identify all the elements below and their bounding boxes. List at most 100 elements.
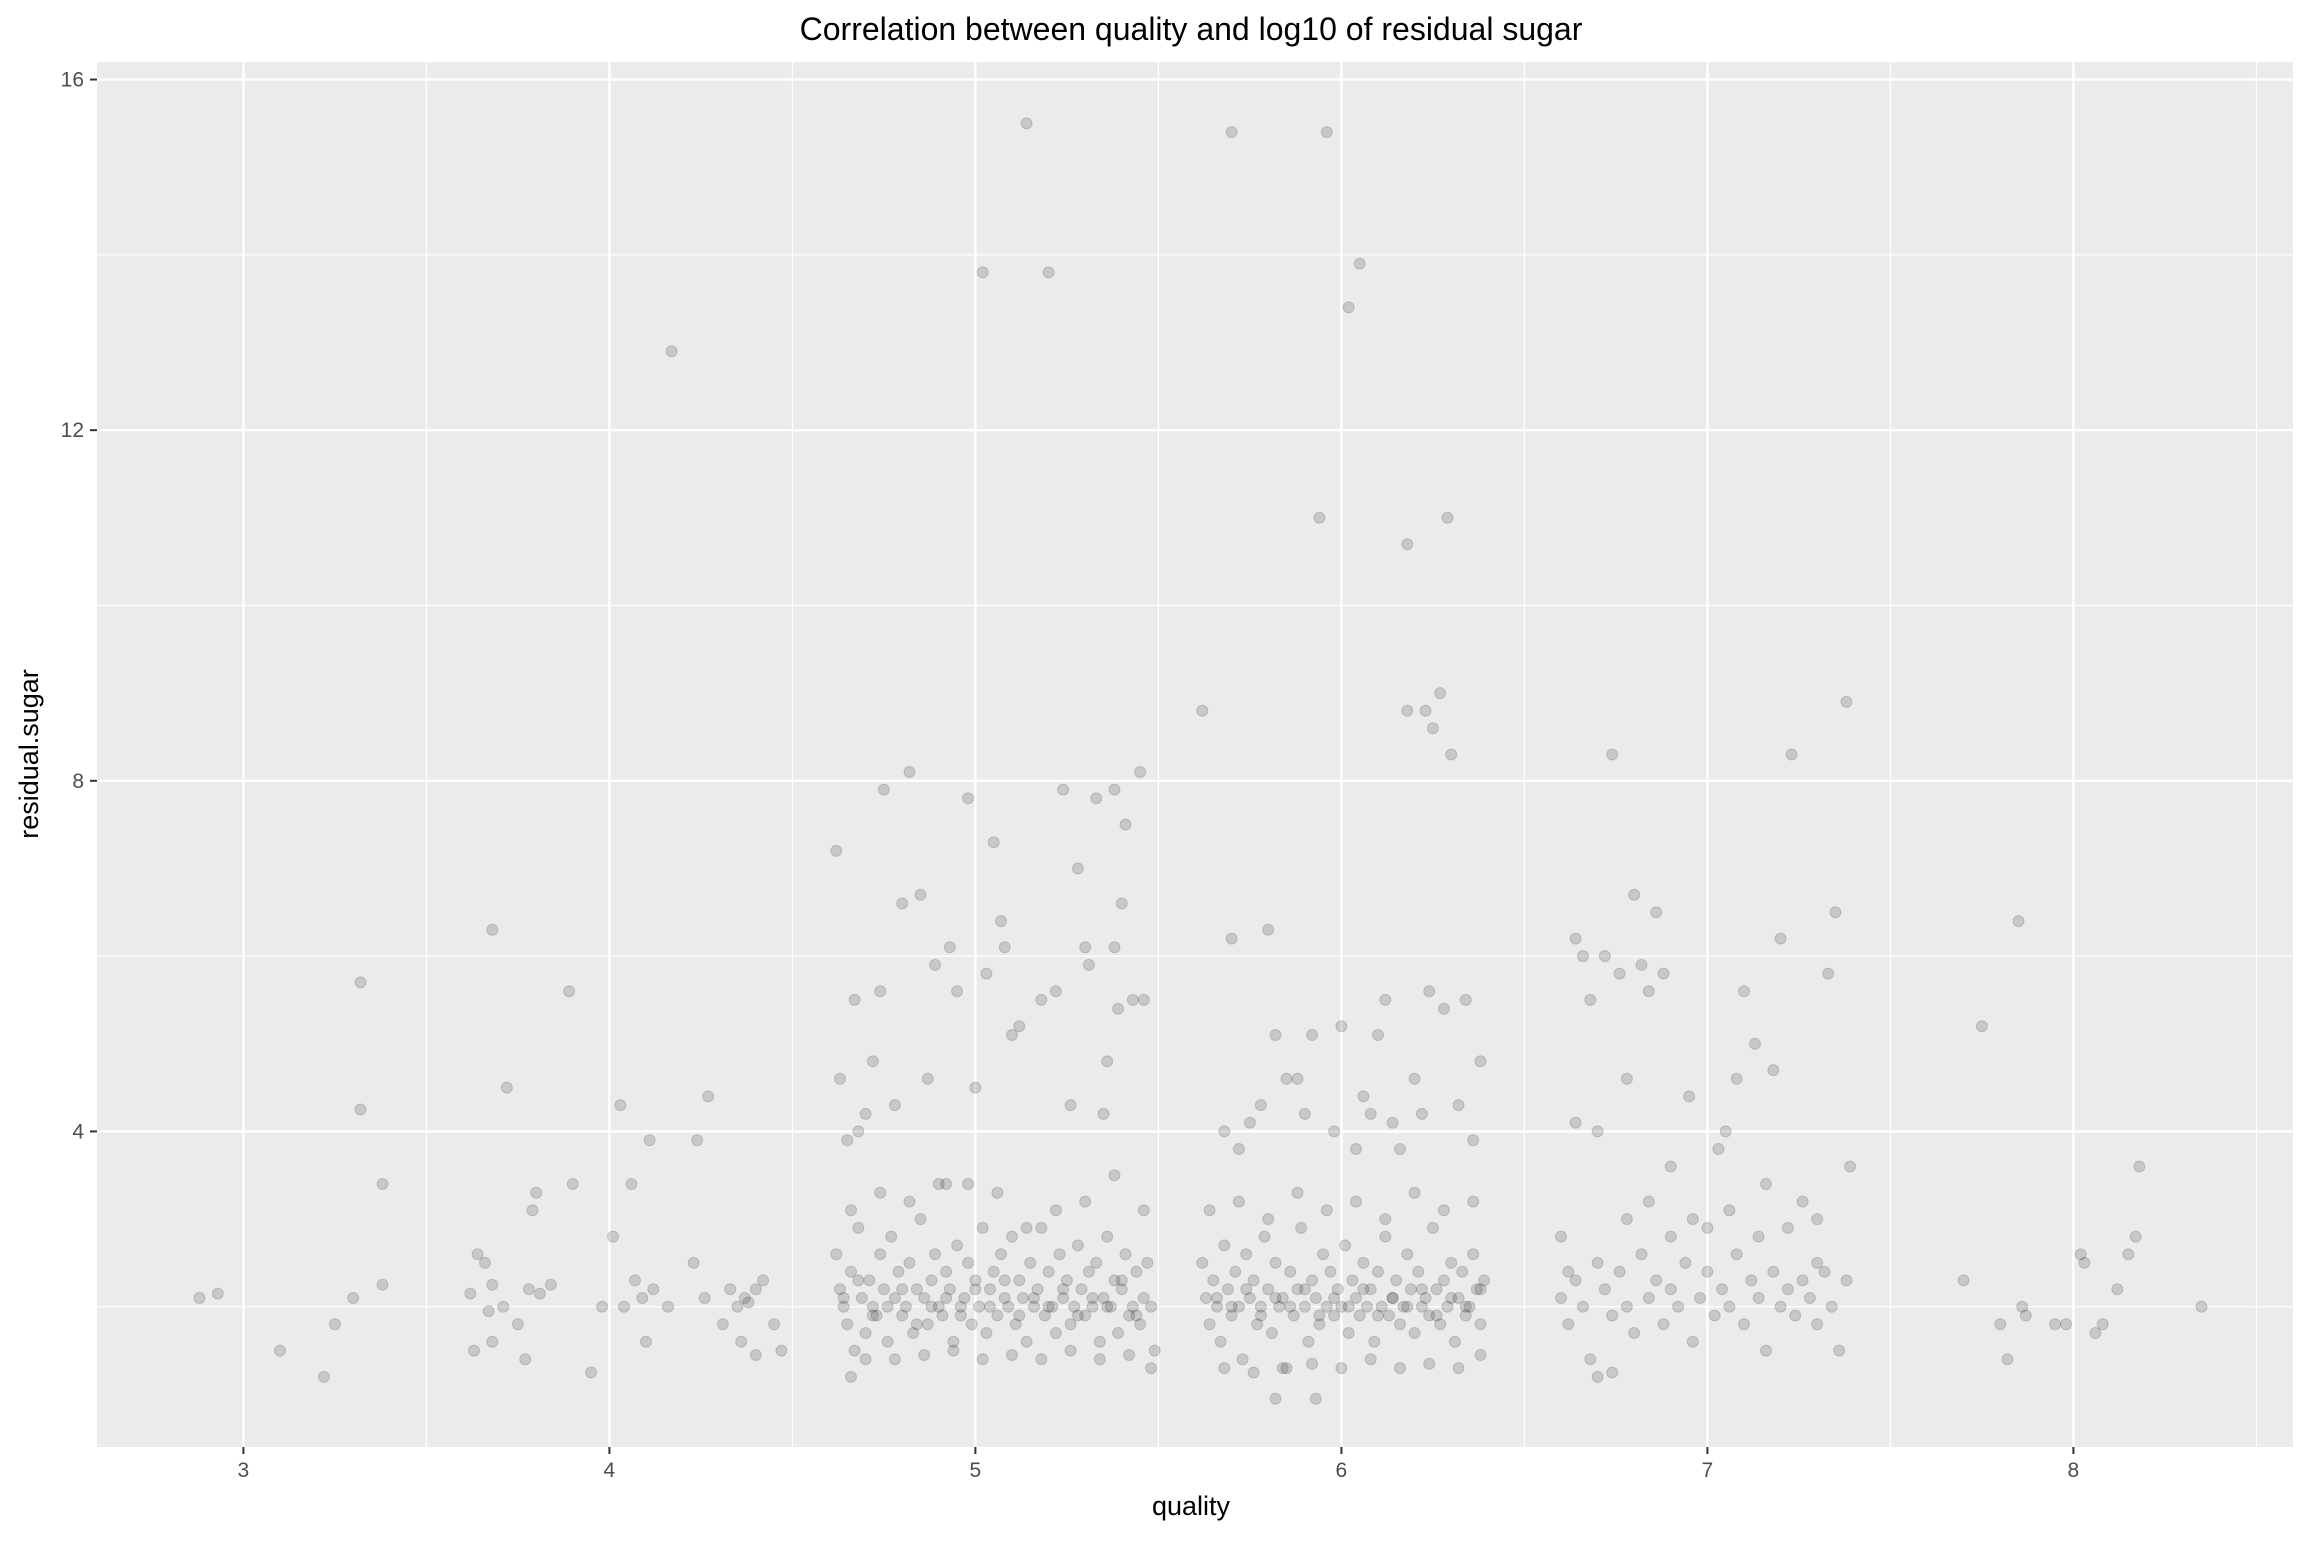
data-point bbox=[1013, 1309, 1026, 1322]
data-point bbox=[2012, 915, 2025, 928]
data-point bbox=[859, 1107, 872, 1120]
data-point bbox=[1287, 1309, 1300, 1322]
data-point bbox=[1236, 1353, 1249, 1366]
data-point bbox=[1269, 1029, 1282, 1041]
data-point bbox=[888, 1292, 901, 1304]
data-point bbox=[962, 1256, 975, 1269]
data-point bbox=[1390, 1274, 1403, 1287]
data-point bbox=[888, 1099, 901, 1112]
data-point bbox=[1225, 1300, 1238, 1313]
data-point bbox=[625, 1178, 638, 1190]
data-point bbox=[1774, 1300, 1787, 1313]
data-point bbox=[1090, 792, 1103, 805]
data-point bbox=[2078, 1256, 2091, 1269]
data-point bbox=[1562, 1265, 1575, 1278]
data-point bbox=[1115, 1274, 1128, 1287]
data-point bbox=[874, 985, 887, 998]
data-point bbox=[1262, 1283, 1275, 1296]
data-point bbox=[738, 1292, 751, 1304]
data-point bbox=[1232, 1143, 1245, 1155]
data-point bbox=[954, 1309, 967, 1322]
data-point bbox=[1079, 1309, 1092, 1322]
data-point bbox=[1686, 1335, 1699, 1348]
data-point bbox=[1093, 1335, 1106, 1348]
data-point bbox=[1324, 1265, 1337, 1278]
data-point bbox=[1342, 301, 1355, 314]
data-point bbox=[921, 1072, 934, 1085]
data-point bbox=[859, 1353, 872, 1366]
data-point bbox=[585, 1366, 598, 1379]
data-point bbox=[1028, 1300, 1040, 1313]
data-point bbox=[1386, 1116, 1399, 1129]
data-point bbox=[1723, 1204, 1736, 1217]
data-point bbox=[274, 1344, 286, 1357]
data-point bbox=[1211, 1292, 1223, 1304]
data-point bbox=[1006, 1349, 1018, 1361]
data-point bbox=[2049, 1318, 2062, 1331]
data-point bbox=[1591, 1370, 1604, 1383]
data-point bbox=[702, 1090, 715, 1103]
data-point bbox=[1760, 1178, 1772, 1190]
data-point bbox=[1137, 1292, 1150, 1304]
data-point bbox=[1555, 1292, 1567, 1304]
data-point bbox=[859, 1327, 872, 1339]
data-point bbox=[1628, 1327, 1641, 1339]
data-point bbox=[1353, 1309, 1366, 1322]
data-point bbox=[995, 1248, 1007, 1261]
data-point bbox=[1269, 1292, 1282, 1304]
data-point bbox=[1225, 932, 1238, 945]
data-point bbox=[1386, 1292, 1399, 1304]
data-point bbox=[866, 1055, 879, 1068]
data-point bbox=[910, 1318, 923, 1331]
data-point bbox=[1079, 941, 1092, 954]
data-point bbox=[1306, 1029, 1319, 1041]
data-point bbox=[479, 1256, 491, 1269]
data-point bbox=[1686, 1213, 1699, 1226]
data-point bbox=[1657, 1318, 1670, 1331]
data-point bbox=[932, 1300, 945, 1313]
data-point bbox=[647, 1283, 660, 1296]
data-point bbox=[991, 1186, 1004, 1199]
data-point bbox=[1364, 1107, 1377, 1120]
data-point bbox=[749, 1349, 762, 1361]
data-point bbox=[1357, 1283, 1370, 1296]
data-point bbox=[1093, 1353, 1106, 1366]
data-point bbox=[962, 1178, 975, 1190]
data-point bbox=[1057, 1283, 1070, 1296]
data-point bbox=[1364, 1283, 1377, 1296]
data-point bbox=[1796, 1195, 1809, 1208]
data-point bbox=[1415, 1107, 1428, 1120]
data-point bbox=[1437, 1002, 1450, 1015]
data-point bbox=[834, 1072, 846, 1085]
data-point bbox=[1719, 1125, 1732, 1138]
data-point bbox=[354, 976, 367, 989]
data-point bbox=[1342, 1327, 1355, 1339]
data-point bbox=[1240, 1248, 1253, 1261]
data-point bbox=[1031, 1283, 1044, 1296]
data-point bbox=[973, 1300, 986, 1313]
data-point bbox=[1145, 1362, 1158, 1375]
data-point bbox=[1060, 1274, 1073, 1287]
data-point bbox=[1086, 1300, 1099, 1313]
data-point bbox=[533, 1287, 546, 1300]
data-point bbox=[903, 1195, 916, 1208]
data-point bbox=[1335, 1362, 1348, 1375]
data-point bbox=[1620, 1213, 1633, 1226]
data-point bbox=[1104, 1300, 1117, 1313]
data-point bbox=[1020, 117, 1033, 130]
data-point bbox=[526, 1204, 539, 1217]
data-point bbox=[1840, 1274, 1853, 1287]
data-point bbox=[940, 1265, 953, 1278]
data-point bbox=[1137, 993, 1150, 1006]
data-point bbox=[530, 1186, 543, 1199]
data-point bbox=[1119, 818, 1132, 831]
data-point bbox=[486, 923, 499, 936]
data-point bbox=[841, 1134, 854, 1147]
data-point bbox=[1642, 1292, 1655, 1304]
data-point bbox=[1009, 1318, 1022, 1331]
data-point bbox=[1642, 1195, 1655, 1208]
data-point bbox=[1028, 1292, 1040, 1304]
data-point bbox=[995, 915, 1007, 928]
data-point bbox=[1221, 1283, 1234, 1296]
data-point bbox=[1020, 1221, 1033, 1234]
